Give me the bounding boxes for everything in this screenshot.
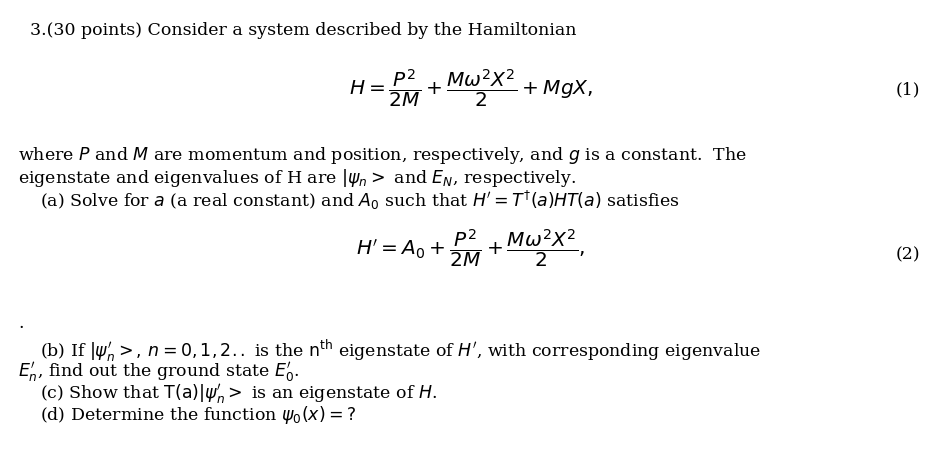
Text: (2): (2) <box>896 247 920 264</box>
Text: 3.(30 points) Consider a system described by the Hamiltonian: 3.(30 points) Consider a system describe… <box>30 22 577 39</box>
Text: (b) If $|\psi^{\prime}_n >,\, n = 0, 1, 2..$ is the $\mathrm{n^{th}}$ eigenstate: (b) If $|\psi^{\prime}_n >,\, n = 0, 1, … <box>18 338 761 364</box>
Text: (c) Show that $\mathrm{T(a)}|\psi^{\prime}_n >$ is an eigenstate of $H$.: (c) Show that $\mathrm{T(a)}|\psi^{\prim… <box>18 382 437 406</box>
Text: eigenstate and eigenvalues of H are $|\psi_n >$ and $E_N$, respectively.: eigenstate and eigenvalues of H are $|\p… <box>18 167 576 189</box>
Text: $H^{\prime} = A_0 + \dfrac{P^2}{2M} + \dfrac{M\omega^2 X^2}{2},$: $H^{\prime} = A_0 + \dfrac{P^2}{2M} + \d… <box>356 228 586 270</box>
Text: (a) Solve for $a$ (a real constant) and $A_0$ such that $H^{\prime} = T^{\dagger: (a) Solve for $a$ (a real constant) and … <box>18 189 680 212</box>
Text: $E^{\prime}_n$, find out the ground state $E^{\prime}_0$.: $E^{\prime}_n$, find out the ground stat… <box>18 360 300 384</box>
Text: (1): (1) <box>896 82 920 99</box>
Text: $H = \dfrac{P^2}{2M} + \dfrac{M\omega^2 X^2}{2} + MgX,$: $H = \dfrac{P^2}{2M} + \dfrac{M\omega^2 … <box>349 68 593 110</box>
Text: .: . <box>18 315 24 332</box>
Text: (d) Determine the function $\psi_0(x) =?$: (d) Determine the function $\psi_0(x) =?… <box>18 404 356 426</box>
Text: where $P$ and $M$ are momentum and position, respectively, and $g$ is a constant: where $P$ and $M$ are momentum and posit… <box>18 145 747 166</box>
